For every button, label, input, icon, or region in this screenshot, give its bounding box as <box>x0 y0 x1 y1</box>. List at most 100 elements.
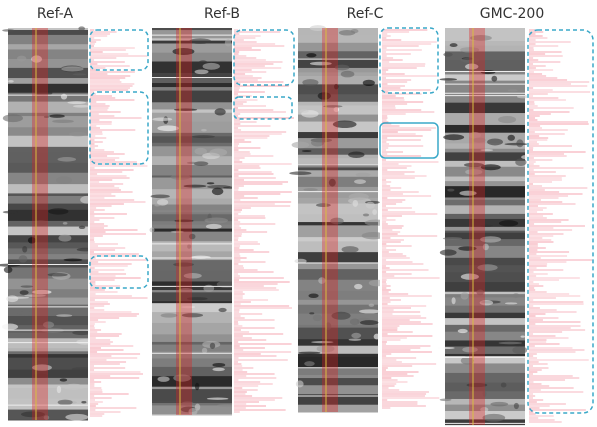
core-texture <box>4 267 13 273</box>
core-texture <box>151 194 170 198</box>
core-texture <box>363 80 375 86</box>
core-texture <box>60 378 67 381</box>
core-texture <box>161 313 178 317</box>
core-texture <box>201 129 207 132</box>
core-texture <box>157 125 179 131</box>
core-texture <box>487 138 503 145</box>
core-texture <box>308 294 318 299</box>
core-texture <box>69 132 87 137</box>
core-texture <box>513 293 520 298</box>
panel-label: Ref-A <box>37 6 74 22</box>
core-texture <box>521 336 525 338</box>
core-texture <box>58 234 71 241</box>
core-texture <box>458 329 468 333</box>
core-texture <box>504 143 527 145</box>
core-texture <box>298 352 320 355</box>
core-texture <box>363 213 369 216</box>
core-texture <box>209 149 227 157</box>
core-texture <box>52 120 74 123</box>
core-texture <box>349 339 362 341</box>
core-texture <box>73 73 87 75</box>
core-texture <box>20 290 29 295</box>
core-texture <box>302 150 312 152</box>
core-texture <box>2 324 18 330</box>
core-texture <box>366 202 375 209</box>
core-texture <box>48 208 68 214</box>
core-texture <box>63 259 82 262</box>
core-texture <box>17 56 26 62</box>
core-texture <box>61 67 83 72</box>
core-texture <box>355 173 370 177</box>
core-texture <box>514 403 519 409</box>
figure: Ref-A Ref-B Ref-C GMC-200 <box>0 0 597 427</box>
core-texture <box>73 105 90 108</box>
core-texture <box>78 26 85 30</box>
core-texture <box>58 157 77 162</box>
core-texture <box>483 414 506 422</box>
scan-band <box>32 28 48 420</box>
core-texture <box>207 398 229 400</box>
core-texture <box>309 312 314 314</box>
core-texture <box>150 228 155 233</box>
core-texture <box>313 314 322 321</box>
core-texture <box>63 384 85 390</box>
core-texture <box>195 383 199 390</box>
core-texture <box>508 135 515 141</box>
core-texture <box>304 361 315 366</box>
core-texture <box>292 142 310 149</box>
core-texture <box>81 401 86 403</box>
core-texture <box>499 342 523 345</box>
core-texture <box>447 189 454 192</box>
core-texture <box>443 52 452 56</box>
scan-band <box>469 28 485 425</box>
core-texture <box>203 285 214 292</box>
core-texture <box>3 211 18 214</box>
core-texture <box>360 320 378 325</box>
scan-band <box>322 28 338 412</box>
core-texture <box>3 114 23 122</box>
core-texture <box>350 318 360 325</box>
core-texture <box>351 333 361 339</box>
core-texture <box>443 134 464 140</box>
core-texture <box>56 314 72 317</box>
core-texture <box>19 255 28 262</box>
core-texture <box>195 404 200 411</box>
core-texture <box>8 80 14 83</box>
core-texture <box>289 171 311 175</box>
core-texture <box>499 220 518 226</box>
core-texture <box>302 79 318 86</box>
core-texture <box>369 304 374 307</box>
core-texture <box>47 273 67 276</box>
core-texture <box>58 400 73 406</box>
core-texture <box>341 71 355 78</box>
core-texture <box>195 69 209 74</box>
core-texture <box>225 39 232 46</box>
core-texture <box>512 346 527 354</box>
core-texture <box>498 116 516 123</box>
core-texture <box>206 224 222 229</box>
scan-band <box>176 28 192 415</box>
core-texture <box>354 179 366 184</box>
panels <box>0 25 593 425</box>
core-texture <box>65 414 88 421</box>
core-band <box>445 425 525 426</box>
core-texture <box>372 209 377 215</box>
core-texture <box>219 308 227 312</box>
panel-label: GMC-200 <box>480 6 544 22</box>
core-texture <box>203 63 220 70</box>
core-texture <box>440 249 457 255</box>
core-texture <box>515 158 526 166</box>
core-texture <box>21 285 34 287</box>
core-texture <box>194 161 208 166</box>
core-texture <box>491 76 497 82</box>
core-texture <box>210 343 215 349</box>
panel-label: Ref-B <box>204 6 240 22</box>
core-texture <box>306 53 316 57</box>
core-texture <box>505 302 517 304</box>
core-texture <box>204 218 228 224</box>
core-texture <box>342 246 359 253</box>
page: Ref-A Ref-B Ref-C GMC-200 (() => { const… <box>0 0 597 427</box>
core-texture <box>212 188 223 195</box>
core-texture <box>349 193 369 200</box>
core-texture <box>501 383 507 388</box>
